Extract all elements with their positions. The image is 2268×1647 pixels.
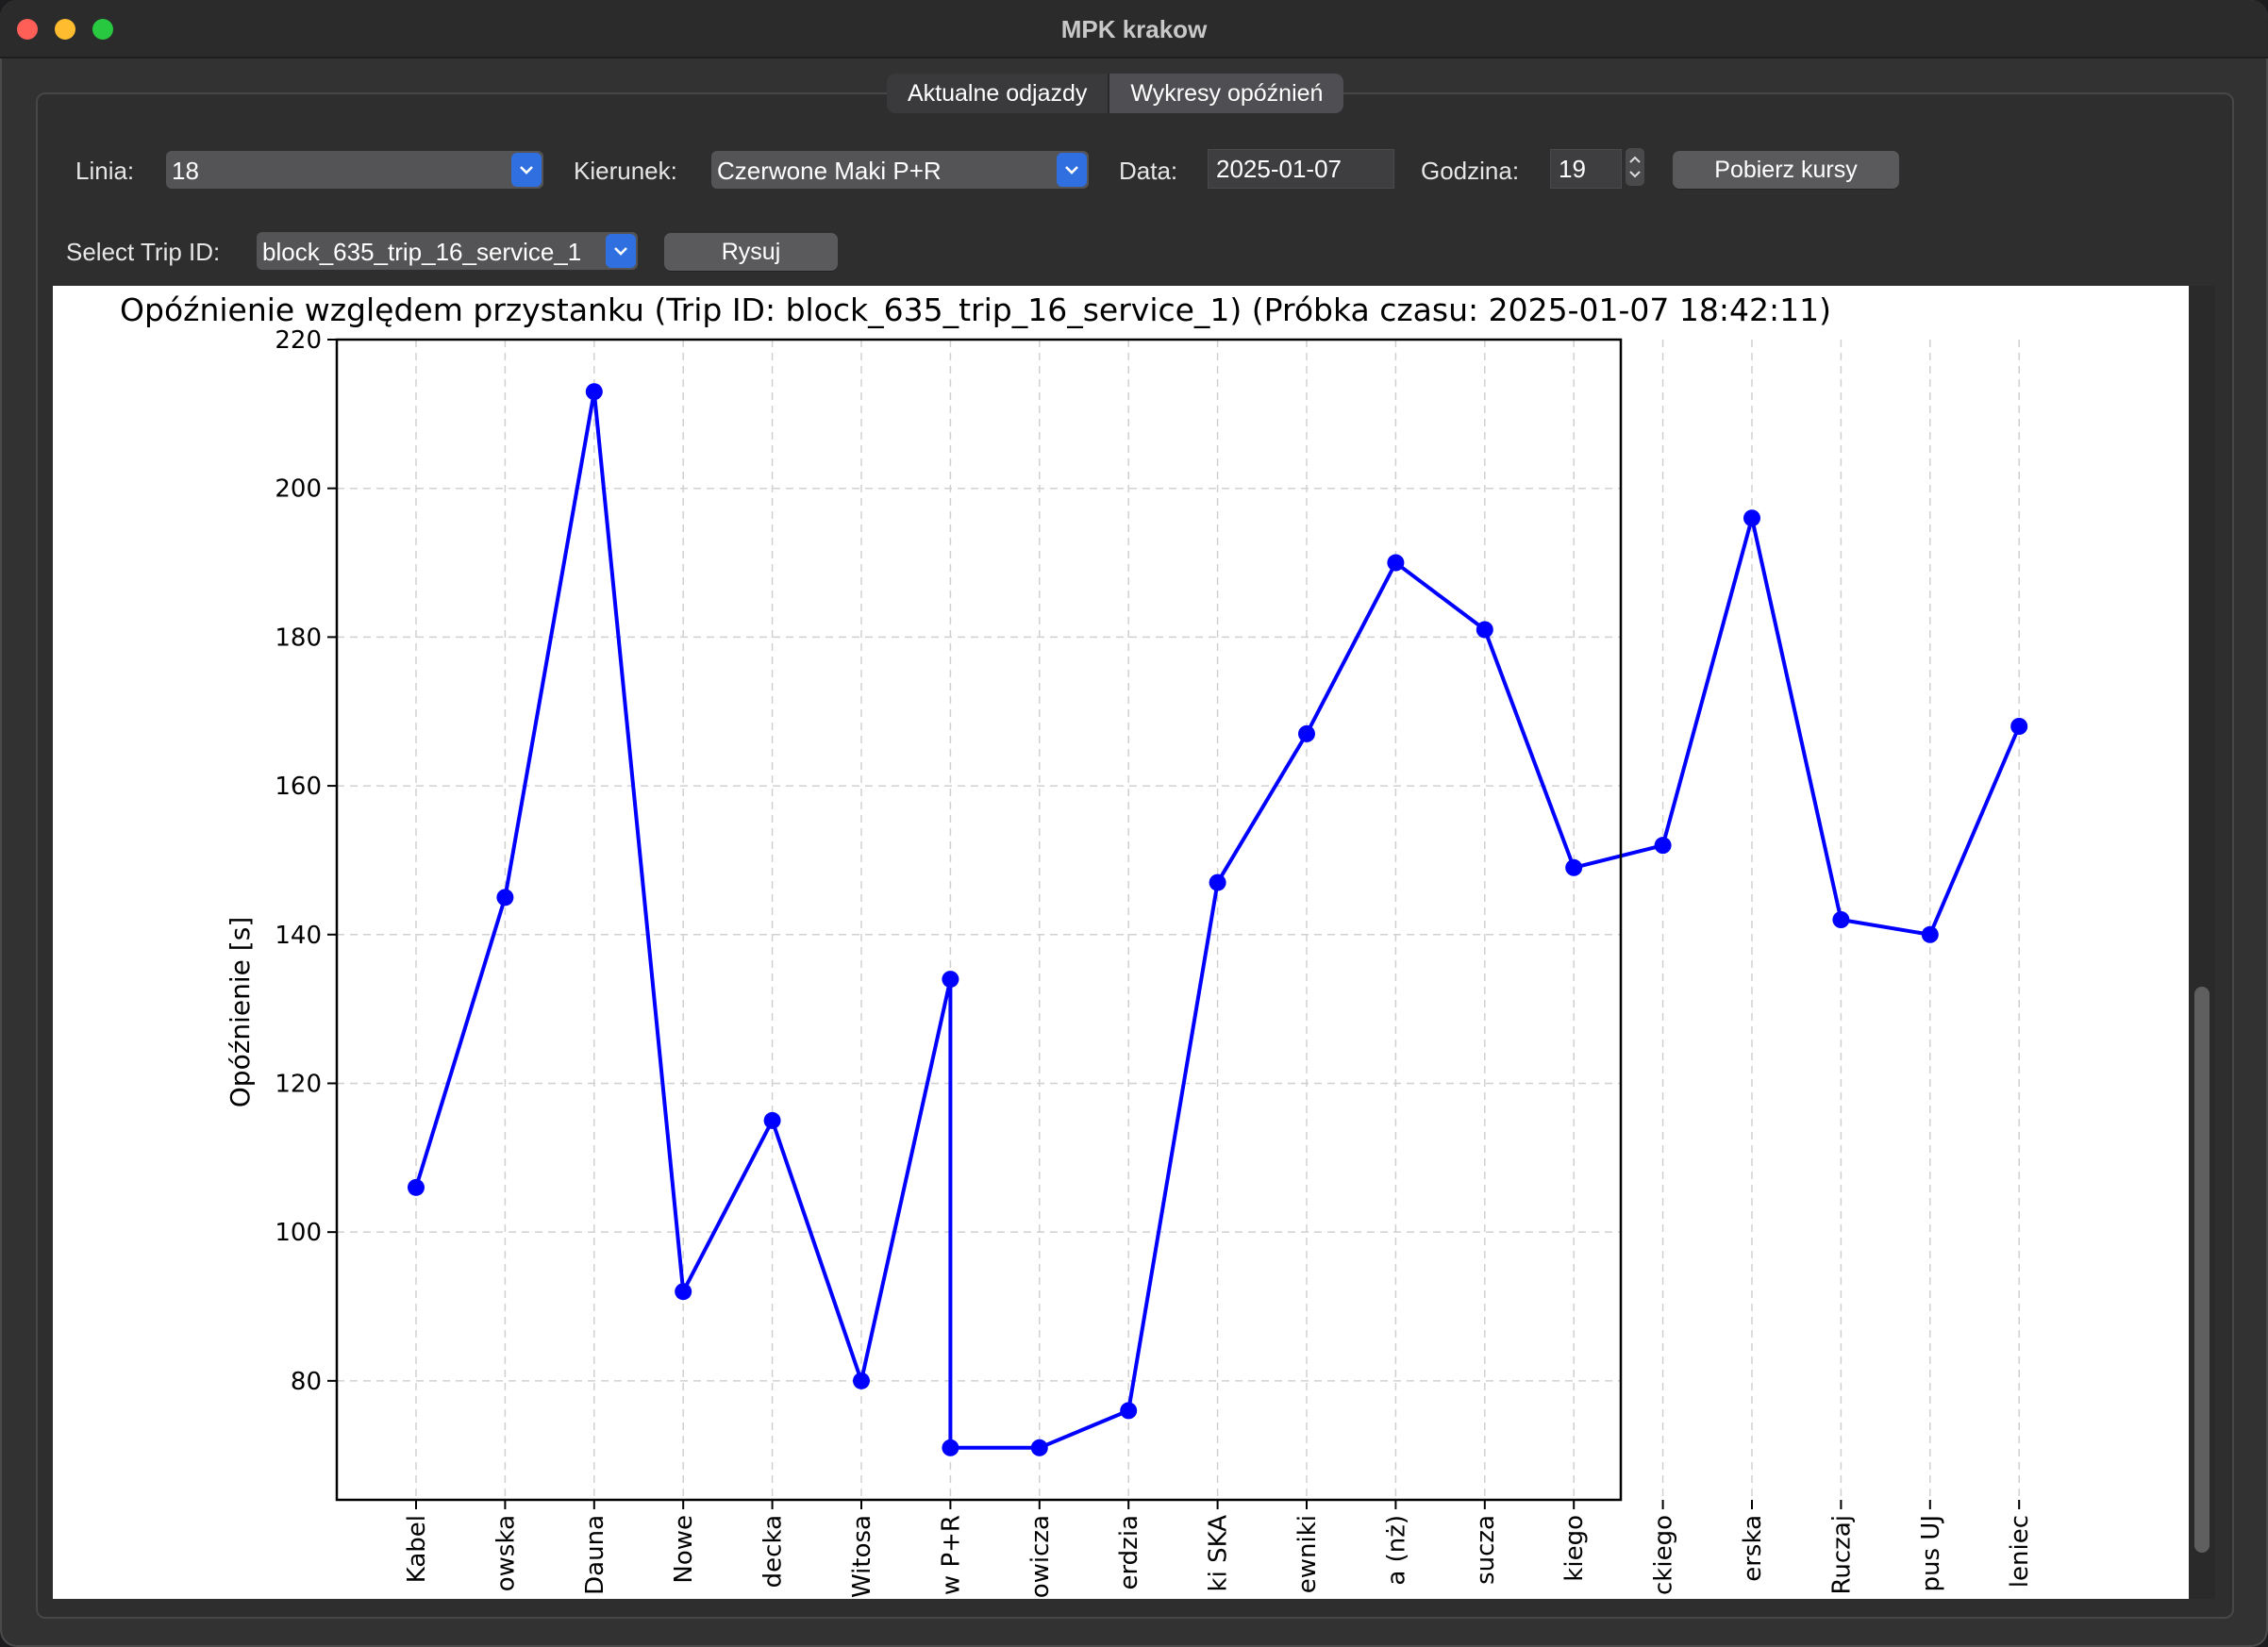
data-point — [1921, 925, 1939, 943]
title-bar: MPK krakow — [0, 0, 2268, 58]
x-tick-label: ckiego — [1650, 1515, 1678, 1595]
direction-label: Kierunek: — [574, 157, 677, 185]
x-tick-label: owicza — [1026, 1515, 1055, 1598]
trip-id-select[interactable]: block_635_trip_16_service_1 — [257, 232, 638, 270]
y-tick-label: 120 — [275, 1070, 322, 1098]
y-tick-label: 180 — [275, 624, 322, 652]
direction-select[interactable]: Czerwone Maki P+R — [711, 151, 1089, 189]
x-tick-label: ewniki — [1293, 1515, 1322, 1593]
tab-current-departures[interactable]: Aktualne odjazdy — [908, 80, 1088, 107]
trip-id-select-value: block_635_trip_16_service_1 — [262, 238, 582, 266]
chart-title: Opóźnienie względem przystanku (Trip ID:… — [120, 291, 1831, 328]
y-tick-label: 80 — [291, 1368, 322, 1396]
data-point — [2010, 718, 2028, 735]
data-point — [675, 1283, 692, 1301]
hour-field-value: 19 — [1559, 155, 1586, 183]
date-field[interactable]: 2025-01-07 — [1208, 149, 1394, 189]
hour-label: Godzina: — [1421, 157, 1520, 185]
x-tick-label: sucza — [1472, 1515, 1500, 1585]
y-tick-label: 140 — [275, 922, 322, 950]
x-tick-label: w P+R — [937, 1515, 965, 1595]
chevron-down-icon[interactable] — [1057, 153, 1087, 187]
x-tick-label: leniec — [2006, 1515, 2034, 1588]
data-point — [1654, 837, 1672, 855]
line-select[interactable]: 18 — [166, 151, 543, 189]
y-tick-label: 100 — [275, 1219, 322, 1247]
delay-line-chart: Opóźnienie względem przystanku (Trip ID:… — [120, 291, 2034, 1598]
trip-id-label: Select Trip ID: — [66, 238, 221, 266]
minimize-window-button[interactable] — [55, 19, 75, 40]
hour-stepper[interactable] — [1626, 148, 1644, 186]
data-point — [1387, 554, 1405, 572]
x-tick-label: decka — [759, 1515, 788, 1588]
y-tick-label: 220 — [275, 326, 322, 355]
data-point — [763, 1111, 781, 1129]
draw-button[interactable]: Rysuj — [664, 233, 838, 271]
chart-canvas: Opóźnienie względem przystanku (Trip ID:… — [53, 286, 2189, 1599]
direction-select-value: Czerwone Maki P+R — [717, 157, 942, 185]
x-tick-label: owska — [492, 1515, 520, 1591]
data-point — [1030, 1439, 1048, 1456]
scrollbar-thumb[interactable] — [2194, 987, 2210, 1553]
chevron-down-icon[interactable] — [511, 153, 542, 187]
line-label: Linia: — [75, 157, 135, 185]
series-line — [414, 390, 2022, 1450]
fetch-trips-button[interactable]: Pobierz kursy — [1673, 151, 1899, 189]
stepper-arrows-icon — [1629, 156, 1641, 178]
x-tick-label: ki SKA — [1205, 1515, 1233, 1592]
data-point — [853, 1372, 870, 1389]
chevron-down-icon[interactable] — [606, 234, 636, 268]
tab-bar: Aktualne odjazdy Wykresy opóźnień — [887, 74, 1344, 113]
y-tick-label: 200 — [275, 475, 322, 504]
x-tick-label: Dauna — [581, 1515, 609, 1595]
data-point — [1476, 621, 1493, 639]
x-tick-label: erska — [1739, 1515, 1767, 1582]
y-tick-label: 160 — [275, 773, 322, 801]
data-point — [1743, 509, 1760, 527]
x-tick-label: kiego — [1560, 1515, 1589, 1582]
data-point — [1565, 858, 1583, 876]
hour-field[interactable]: 19 — [1550, 149, 1622, 189]
data-point — [942, 1439, 959, 1456]
x-tick-label: erdzia — [1115, 1515, 1143, 1590]
date-field-value: 2025-01-07 — [1216, 155, 1342, 183]
data-point — [942, 971, 959, 989]
x-tick-label: Witosa — [848, 1515, 876, 1598]
x-tick-label: pus UJ — [1917, 1515, 1945, 1592]
data-point — [585, 383, 603, 401]
tab-delay-charts[interactable]: Wykresy opóźnień — [1108, 74, 1344, 113]
plot-frame — [335, 338, 1623, 1502]
data-point — [1832, 911, 1850, 928]
zoom-window-button[interactable] — [92, 19, 113, 40]
data-point — [408, 1178, 425, 1196]
x-tick-label: a (nż) — [1382, 1515, 1410, 1586]
data-point — [1120, 1402, 1138, 1420]
x-tick-label: Kabel — [403, 1515, 431, 1583]
data-point — [1209, 873, 1226, 891]
window-title: MPK krakow — [1060, 15, 1208, 43]
line-select-value: 18 — [172, 157, 199, 185]
y-axis-label: Opóźnienie [s] — [225, 917, 256, 1107]
close-window-button[interactable] — [17, 19, 38, 40]
data-point — [496, 889, 514, 907]
data-point — [1298, 724, 1315, 742]
x-tick-label: Nowe — [670, 1515, 698, 1584]
x-tick-label: Ruczaj — [1827, 1515, 1856, 1594]
date-label: Data: — [1119, 157, 1178, 185]
